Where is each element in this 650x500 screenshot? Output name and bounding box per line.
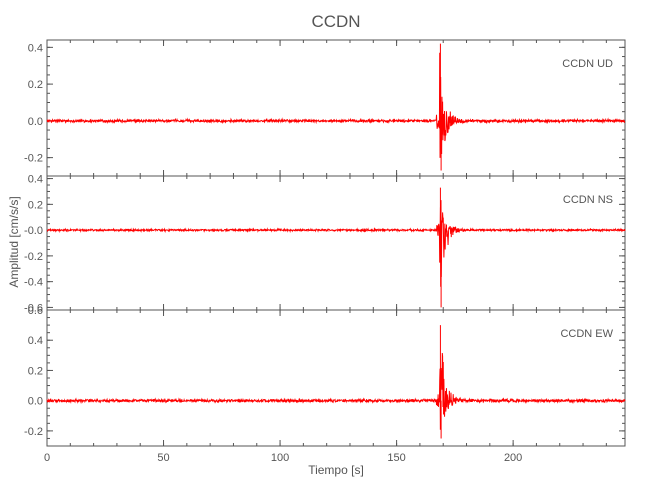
y-tick-label: -0.4 [24,277,43,289]
y-tick-label: -0.2 [24,426,43,438]
component-label: CCDN UD [562,58,613,70]
y-tick-label: 0.2 [28,199,43,211]
panel-frame [46,175,626,311]
x-tick-label: 200 [504,452,522,464]
y-tick-label: 0.0 [28,116,43,128]
panel-frame [46,309,626,447]
chart-title: CCDN [311,12,360,31]
x-tick-label: 50 [157,452,169,464]
panel-ud: -0.2 0.0 0.2 0.4 CCDN UD [24,39,626,177]
y-tick-label: 0.2 [28,365,43,377]
y-tick-label: -0.2 [24,251,43,263]
y-tick-label: 0.4 [28,174,43,186]
y-tick-label: 0.2 [28,79,43,91]
y-tick-label: -0.6 [24,302,43,314]
panel-ns: -0.6 -0.4 -0.2 -0.0 0.2 0.4 CCDN NS [24,174,626,314]
y-tick-label: 0.6 [28,305,43,317]
y-tick-label: 0.0 [28,396,43,408]
y-tick-label: 0.4 [28,335,43,347]
x-axis-label: Tiempo [s] [308,463,364,477]
series-line-ns [46,187,626,308]
component-label: CCDN EW [560,328,613,340]
x-tick-label: 150 [387,452,405,464]
component-label: CCDN NS [563,194,613,206]
panel-frame [46,39,626,177]
y-tick-label: -0.0 [24,225,43,237]
y-tick-label: 0.4 [28,42,43,54]
y-tick-label: -0.2 [24,153,43,165]
panel-ew: -0.2 0.0 0.2 0.4 0.6 CCDN EW [24,305,626,447]
series-line-ew [46,325,626,439]
x-tick-label: 0 [44,452,50,464]
panels-group: -0.2 0.0 0.2 0.4 CCDN UD -0.6 -0.4 -0.2 -0.0 0.2 0… [24,39,626,464]
y-axis-label: Amplitud [cm/s/s] [7,196,21,287]
x-tick-label: 100 [271,452,289,464]
series-line-ud [46,43,626,171]
